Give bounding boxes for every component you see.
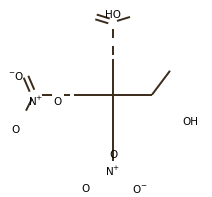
Text: O: O xyxy=(12,125,20,135)
Text: O$^{-}$: O$^{-}$ xyxy=(132,183,148,195)
Text: N$^{+}$: N$^{+}$ xyxy=(28,95,44,108)
Text: HO: HO xyxy=(105,10,121,20)
Text: O: O xyxy=(82,184,90,194)
Text: $^{-}$O: $^{-}$O xyxy=(8,70,24,82)
Text: O: O xyxy=(109,150,117,160)
Text: O: O xyxy=(54,97,62,107)
Text: OH: OH xyxy=(182,117,198,127)
Text: N$^{+}$: N$^{+}$ xyxy=(105,165,121,178)
